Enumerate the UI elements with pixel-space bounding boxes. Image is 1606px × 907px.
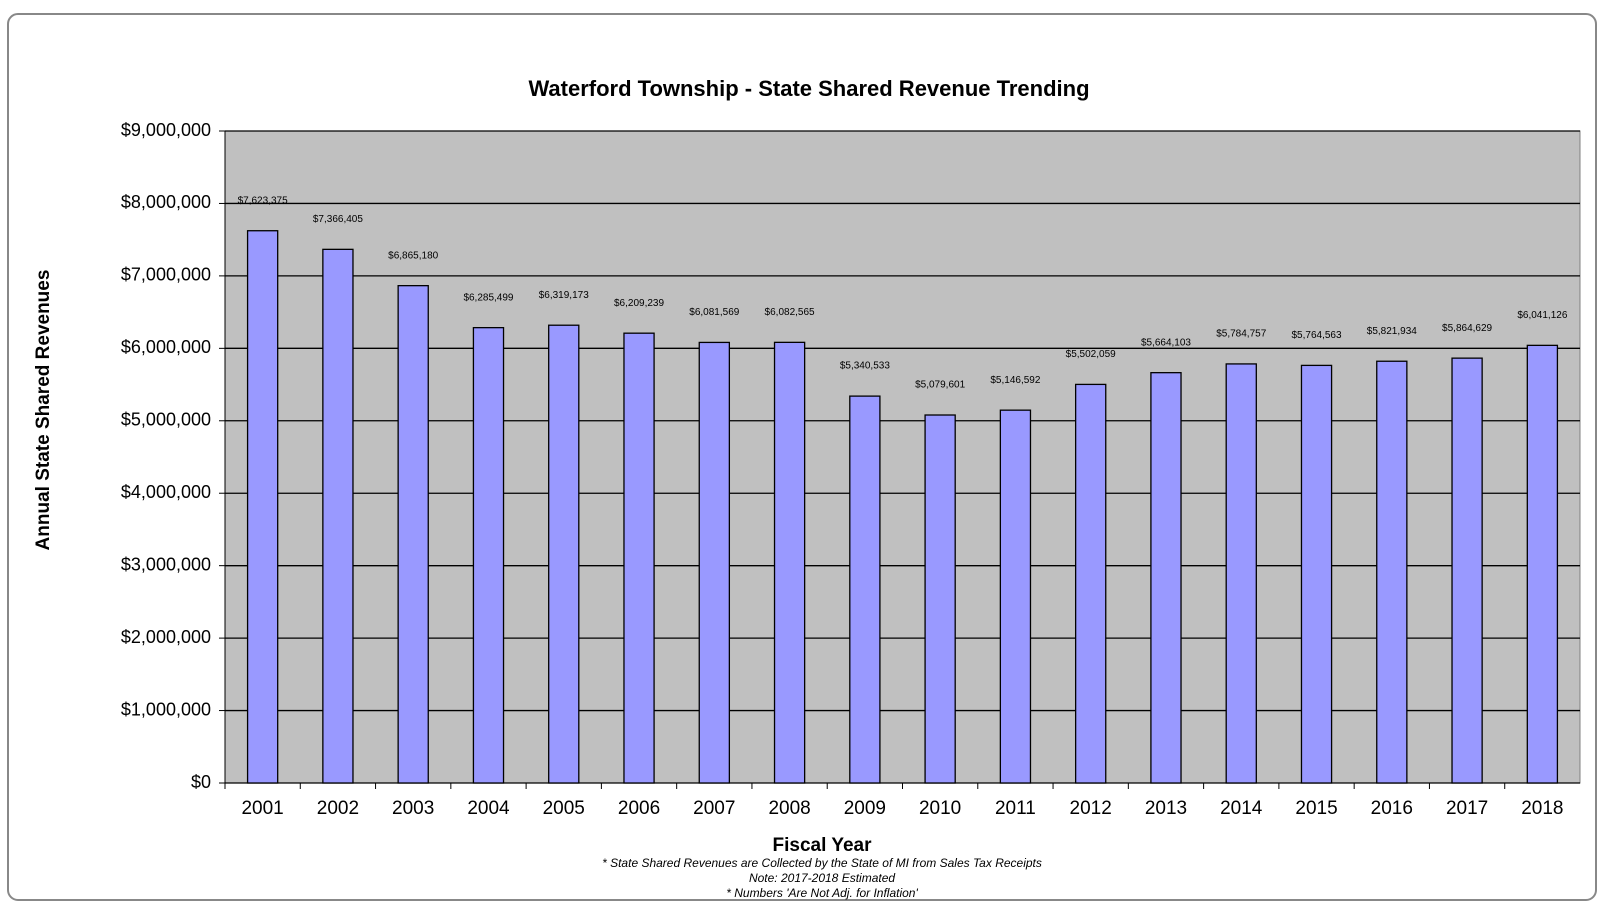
- y-axis-title: Annual State Shared Revenues: [33, 270, 54, 551]
- value-label: $5,664,103: [1141, 337, 1191, 348]
- value-label: $6,865,180: [388, 250, 438, 261]
- bar: [924, 414, 956, 784]
- x-tick-label: 2006: [618, 798, 660, 819]
- value-label: $5,864,629: [1442, 323, 1492, 334]
- value-label: $7,623,375: [238, 195, 288, 206]
- x-tick-label: 2004: [467, 798, 510, 819]
- y-tick-label: $4,000,000: [121, 482, 211, 502]
- bar: [1150, 372, 1182, 784]
- value-label: $6,081,569: [689, 307, 739, 318]
- value-label: $5,784,757: [1216, 329, 1266, 340]
- x-tick-label: 2017: [1446, 798, 1488, 819]
- value-label: $5,079,601: [915, 380, 965, 391]
- bar: [1225, 363, 1257, 784]
- y-tick-label: $1,000,000: [121, 699, 211, 719]
- value-label: $7,366,405: [313, 214, 363, 225]
- x-tick-label: 2016: [1371, 798, 1413, 819]
- value-label: $5,502,059: [1066, 349, 1116, 360]
- value-label: $6,082,565: [765, 307, 815, 318]
- x-tick-label: 2012: [1070, 798, 1112, 819]
- bar: [1451, 357, 1483, 784]
- y-tick-label: $0: [191, 772, 211, 792]
- bar: [246, 230, 279, 784]
- x-tick-label: 2018: [1521, 798, 1563, 819]
- x-tick-label: 2007: [693, 798, 735, 819]
- bar: [472, 327, 505, 784]
- x-tick-label: 2009: [844, 798, 886, 819]
- value-label: $6,319,173: [539, 290, 589, 301]
- x-tick-label: 2001: [241, 798, 283, 819]
- x-tick-label: 2002: [317, 798, 359, 819]
- y-tick-label: $9,000,000: [121, 120, 211, 140]
- plot-area: [224, 130, 1581, 784]
- bar: [548, 324, 580, 784]
- value-label: $6,209,239: [614, 298, 664, 309]
- x-tick-label: 2005: [543, 798, 585, 819]
- x-tick-label: 2015: [1295, 798, 1337, 819]
- chart-title: Waterford Township - State Shared Revenu…: [528, 76, 1089, 101]
- bar: [1376, 360, 1408, 784]
- bar: [773, 341, 806, 784]
- x-tick-label: 2003: [392, 798, 434, 819]
- bar: [397, 285, 429, 784]
- footnote: Note: 2017-2018 Estimated: [749, 871, 895, 885]
- value-label: $6,041,126: [1517, 310, 1567, 321]
- bar: [623, 332, 655, 784]
- y-tick-label: $5,000,000: [121, 410, 211, 430]
- x-tick-label: 2013: [1145, 798, 1187, 819]
- y-tick-label: $7,000,000: [121, 265, 211, 285]
- footnote: * Numbers 'Are Not Adj. for Inflation': [726, 886, 918, 900]
- y-tick-label: $2,000,000: [121, 627, 211, 647]
- y-tick-label: $8,000,000: [121, 192, 211, 212]
- x-tick-label: 2014: [1220, 798, 1263, 819]
- footnote: * State Shared Revenues are Collected by…: [602, 856, 1042, 870]
- value-label: $5,821,934: [1367, 326, 1417, 337]
- x-tick-label: 2008: [768, 798, 810, 819]
- bar: [1300, 364, 1333, 784]
- x-tick-label: 2010: [919, 798, 961, 819]
- x-tick-label: 2011: [995, 798, 1036, 819]
- bar: [1074, 383, 1107, 784]
- bar: [1526, 344, 1559, 784]
- value-label: $5,340,533: [840, 361, 890, 372]
- bar: [999, 409, 1032, 784]
- bar: [322, 248, 354, 784]
- bar: [698, 341, 731, 784]
- y-tick-label: $3,000,000: [121, 554, 211, 574]
- value-label: $5,146,592: [990, 375, 1040, 386]
- x-axis-title: Fiscal Year: [773, 835, 873, 856]
- value-label: $5,764,563: [1291, 330, 1341, 341]
- bar: [849, 395, 881, 784]
- value-label: $6,285,499: [463, 292, 513, 303]
- y-tick-label: $6,000,000: [121, 337, 211, 357]
